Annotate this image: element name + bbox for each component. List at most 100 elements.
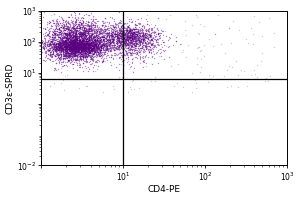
Point — [82, 47, 87, 50]
Point — [128, 27, 132, 30]
Point — [99, 29, 104, 32]
Point — [71, 34, 76, 37]
Point — [71, 41, 76, 44]
Point — [112, 41, 117, 45]
Point — [78, 44, 82, 47]
Point — [83, 34, 88, 37]
Point — [97, 42, 102, 45]
Point — [64, 34, 69, 37]
Point — [69, 22, 74, 25]
Point — [61, 26, 66, 29]
Point — [88, 47, 93, 50]
Point — [92, 47, 96, 50]
Point — [108, 40, 112, 44]
Point — [59, 34, 64, 37]
Point — [128, 27, 133, 30]
Point — [100, 45, 105, 48]
Point — [143, 41, 148, 44]
Point — [130, 39, 135, 42]
Point — [105, 49, 110, 52]
Point — [62, 31, 67, 34]
Point — [125, 90, 130, 93]
Point — [76, 38, 81, 41]
Point — [166, 38, 171, 41]
Point — [102, 45, 107, 48]
Point — [98, 51, 102, 55]
Point — [85, 50, 90, 53]
Point — [57, 48, 62, 51]
Point — [86, 43, 91, 46]
Point — [89, 47, 94, 50]
Point — [138, 57, 142, 60]
Point — [125, 25, 130, 29]
Point — [103, 56, 108, 60]
Point — [135, 27, 140, 31]
Point — [98, 31, 103, 34]
Point — [64, 39, 69, 43]
Point — [81, 48, 86, 51]
Point — [92, 42, 97, 45]
Point — [102, 41, 106, 44]
Point — [76, 35, 80, 38]
Point — [76, 49, 80, 52]
Point — [79, 46, 83, 49]
Point — [80, 37, 84, 41]
Point — [101, 45, 106, 48]
Point — [105, 50, 110, 53]
Point — [137, 39, 142, 42]
Point — [84, 43, 88, 46]
Point — [67, 47, 72, 50]
Point — [75, 54, 80, 57]
Point — [65, 37, 70, 40]
Point — [42, 31, 47, 35]
Point — [167, 44, 171, 47]
Point — [50, 37, 54, 40]
Point — [51, 41, 56, 44]
Point — [68, 43, 73, 46]
Point — [98, 26, 103, 30]
Point — [88, 50, 93, 53]
Point — [74, 45, 79, 48]
Point — [48, 47, 52, 50]
Point — [70, 24, 75, 27]
Point — [87, 36, 92, 40]
Point — [83, 50, 88, 54]
Point — [67, 47, 72, 50]
Point — [68, 47, 73, 50]
Point — [130, 33, 135, 36]
Point — [114, 33, 119, 36]
Point — [80, 40, 85, 44]
Point — [118, 39, 123, 42]
Point — [51, 13, 56, 16]
Point — [96, 44, 100, 47]
Point — [51, 43, 56, 46]
Point — [119, 39, 124, 42]
Point — [121, 41, 126, 44]
Point — [65, 39, 70, 42]
Point — [119, 39, 124, 42]
Point — [59, 45, 64, 48]
Point — [127, 36, 131, 39]
Point — [103, 25, 108, 28]
Point — [64, 41, 69, 44]
Point — [82, 44, 87, 47]
Point — [90, 37, 95, 40]
Point — [82, 45, 87, 49]
Point — [74, 47, 79, 50]
Point — [133, 45, 138, 48]
Point — [140, 38, 145, 42]
Point — [71, 51, 76, 55]
Point — [81, 46, 86, 49]
Point — [86, 48, 91, 51]
Point — [67, 52, 71, 56]
Point — [81, 39, 86, 43]
Point — [95, 45, 100, 48]
Point — [58, 47, 63, 50]
Point — [64, 54, 68, 57]
Point — [67, 50, 72, 53]
Point — [68, 52, 72, 55]
Point — [55, 42, 59, 45]
Point — [189, 24, 194, 27]
Point — [77, 40, 82, 44]
Point — [144, 44, 148, 47]
